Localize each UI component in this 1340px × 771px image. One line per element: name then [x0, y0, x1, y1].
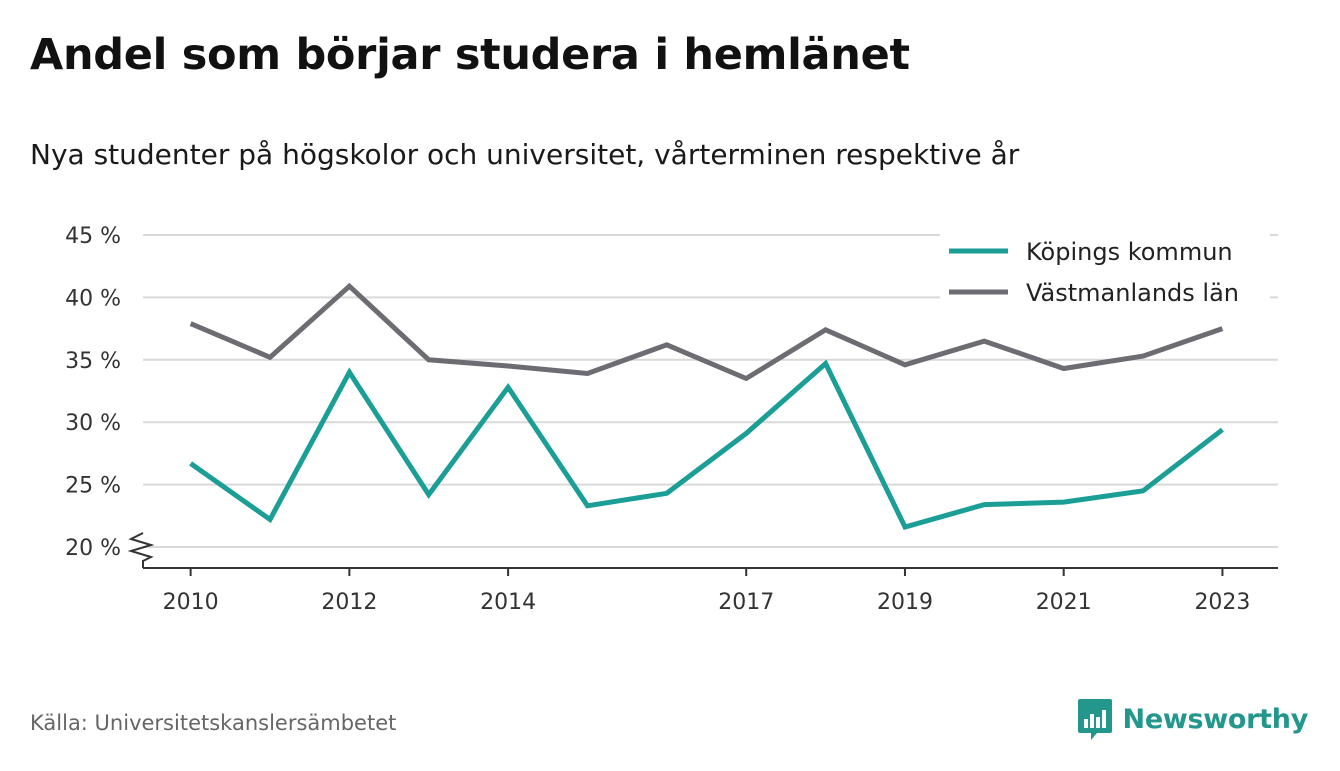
- y-tick-label: 40 %: [65, 286, 121, 311]
- chart-subtitle: Nya studenter på högskolor och universit…: [30, 138, 1020, 171]
- y-tick-label: 25 %: [65, 474, 121, 499]
- chart-title: Andel som börjar studera i hemlänet: [30, 30, 910, 80]
- x-tick-label: 2012: [321, 590, 377, 615]
- legend-label: Västmanlands län: [1026, 279, 1239, 307]
- series-line-kopings-kommun: [189, 359, 1224, 530]
- bar-chart-speech-bubble-icon: [1077, 699, 1112, 740]
- x-tick-label: 2014: [480, 590, 536, 615]
- x-tick-label: 2010: [163, 590, 219, 615]
- x-tick-label: 2019: [877, 590, 933, 615]
- brand-logo: Newsworthy: [1077, 697, 1308, 741]
- legend-background: [940, 226, 1270, 316]
- series-line-vastmanlands-lan: [189, 282, 1224, 382]
- x-tick-label: 2017: [718, 590, 774, 615]
- legend-label: Köpings kommun: [1026, 238, 1233, 266]
- y-tick-label: 35 %: [65, 349, 121, 374]
- brand-name: Newsworthy: [1122, 703, 1309, 735]
- y-tick-label: 20 %: [65, 536, 121, 561]
- series-lines: [189, 282, 1224, 530]
- legend: Köpings kommun Västmanlands län: [940, 226, 1270, 316]
- y-tick-label: 30 %: [65, 411, 121, 436]
- y-axis-break-icon: [127, 532, 155, 562]
- x-tick-label: 2023: [1194, 590, 1250, 615]
- source-note: Källa: Universitetskanslersämbetet: [30, 711, 397, 735]
- y-tick-label: 45 %: [65, 224, 121, 249]
- x-tick-label: 2021: [1036, 590, 1092, 615]
- axes: 20 % 25 % 30 % 35 % 40 % 45 % 2010 2012 2014 2017…: [65, 224, 1278, 615]
